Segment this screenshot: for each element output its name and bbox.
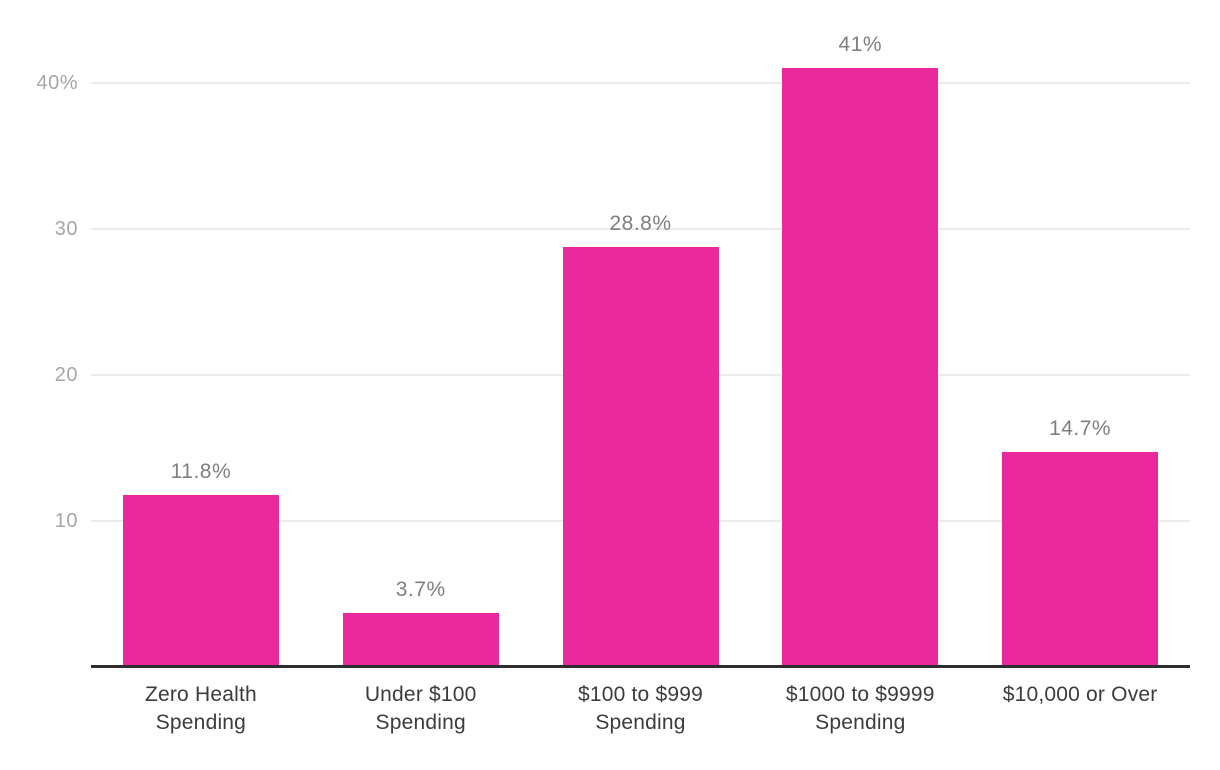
x-tick-label: Under $100 Spending xyxy=(364,683,477,734)
bar-value-label: 3.7% xyxy=(395,577,446,601)
bar-value-label: 28.8% xyxy=(609,211,672,235)
bar xyxy=(122,494,279,667)
bar xyxy=(1002,452,1159,667)
gridline xyxy=(91,82,1190,84)
bar-value-label: 14.7% xyxy=(1049,417,1112,441)
y-tick-label: 10 xyxy=(54,510,78,532)
bar-value-label: 41% xyxy=(838,33,883,57)
x-tick-label: $1000 to $9999 Spending xyxy=(785,683,935,734)
x-axis-line xyxy=(91,665,1190,668)
gridline xyxy=(91,228,1190,230)
y-tick-label: 20 xyxy=(54,364,78,386)
y-tick-label: 40% xyxy=(36,72,78,94)
x-tick-label: Zero Health Spending xyxy=(144,683,257,734)
bar-value-label: 11.8% xyxy=(170,459,232,483)
y-tick-label: 30 xyxy=(54,218,78,240)
bar xyxy=(342,612,499,667)
bar xyxy=(562,246,719,667)
bar xyxy=(782,68,939,667)
x-tick-label: $10,000 or Over xyxy=(1002,683,1158,706)
x-tick-label: $100 to $999 Spending xyxy=(577,683,703,734)
